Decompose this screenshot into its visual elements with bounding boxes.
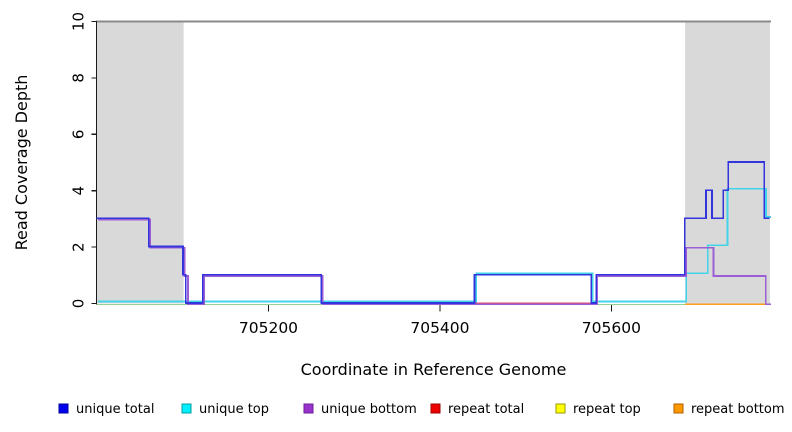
legend-swatch-repeat-bottom <box>673 403 684 414</box>
x-tick-label: 705600 <box>582 319 641 337</box>
y-tick-label: 8 <box>70 73 88 83</box>
masked-region-band <box>97 22 184 304</box>
legend-swatch-unique-top <box>181 403 192 414</box>
x-tick-label: 705400 <box>410 319 469 337</box>
y-tick-label: 10 <box>70 12 88 31</box>
legend-label-repeat-total: repeat total <box>448 402 524 417</box>
series-line-unique-total <box>96 161 770 304</box>
y-axis-title: Read Coverage Depth <box>12 75 31 251</box>
legend-swatch-unique-bottom <box>303 403 314 414</box>
series-line-unique-bottom <box>98 218 771 305</box>
legend-swatch-unique-total <box>58 403 69 414</box>
x-axis-title: Coordinate in Reference Genome <box>301 360 567 379</box>
x-tick-label: 705200 <box>239 319 298 337</box>
legend-label-unique-top: unique top <box>199 402 269 417</box>
legend-label-repeat-bottom: repeat bottom <box>691 402 785 417</box>
y-tick-label: 6 <box>70 130 88 140</box>
legend-label-unique-total: unique total <box>76 402 154 417</box>
legend-label-repeat-top: repeat top <box>573 402 641 417</box>
y-tick-label: 2 <box>70 242 88 252</box>
y-tick-label: 0 <box>70 299 88 309</box>
y-tick-label: 4 <box>70 186 88 196</box>
legend-label-unique-bottom: unique bottom <box>321 402 417 417</box>
series-line-unique-top <box>98 187 772 303</box>
legend-swatch-repeat-top <box>555 403 566 414</box>
legend-swatch-repeat-total <box>430 403 441 414</box>
